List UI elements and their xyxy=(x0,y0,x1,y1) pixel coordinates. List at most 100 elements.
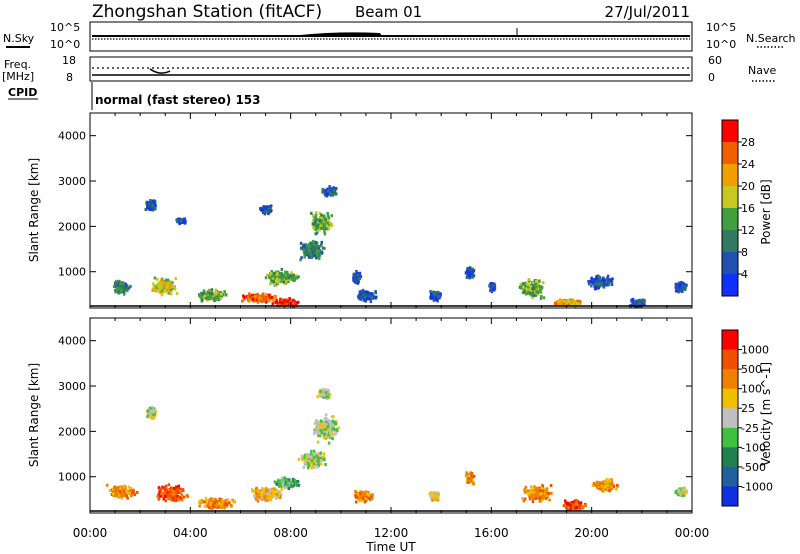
range-cell xyxy=(281,273,284,277)
range-cell xyxy=(330,188,333,192)
range-cell xyxy=(321,216,325,220)
range-cell xyxy=(322,220,325,224)
range-cell xyxy=(297,275,300,279)
range-cell xyxy=(321,187,325,191)
range-cell xyxy=(642,300,646,304)
range-cell xyxy=(321,456,324,460)
range-cell xyxy=(279,297,282,301)
range-cell xyxy=(606,280,610,284)
range-cell xyxy=(468,276,471,280)
range-cell xyxy=(534,492,537,496)
range-cell xyxy=(270,270,273,273)
range-cell xyxy=(126,490,130,494)
range-cell xyxy=(309,244,312,248)
range-cell xyxy=(175,490,178,494)
range-cell xyxy=(358,290,362,294)
range-cell xyxy=(114,490,117,494)
range-cell xyxy=(286,479,289,483)
range-cell xyxy=(676,286,679,290)
range-cell xyxy=(471,267,474,271)
colorbar-tick-label: 4 xyxy=(741,268,748,281)
range-cell xyxy=(317,420,320,424)
range-cell xyxy=(312,251,316,255)
range-cell xyxy=(159,285,162,288)
range-cell xyxy=(323,420,327,424)
range-cell xyxy=(356,277,360,281)
range-cell xyxy=(576,500,580,504)
range-cell xyxy=(286,483,289,487)
range-cell xyxy=(598,277,601,281)
range-cell xyxy=(114,284,117,288)
range-cell xyxy=(530,493,534,497)
range-cell xyxy=(284,271,287,275)
range-cell xyxy=(354,273,357,277)
range-cell xyxy=(313,220,317,223)
range-cell xyxy=(615,487,618,491)
range-cell xyxy=(472,481,475,485)
range-cell xyxy=(202,289,206,293)
range-cell xyxy=(288,297,291,300)
colorbar-tick-label: 8 xyxy=(741,246,748,259)
range-cell xyxy=(317,464,320,467)
range-cell xyxy=(127,485,131,489)
range-cell xyxy=(531,287,534,291)
range-cell xyxy=(158,494,162,498)
range-cell xyxy=(366,297,370,301)
range-cell xyxy=(285,485,289,489)
range-cell xyxy=(493,282,496,286)
range-cell xyxy=(317,220,320,224)
range-cell xyxy=(202,291,206,295)
range-cell xyxy=(428,492,431,496)
range-cell xyxy=(604,484,607,488)
range-cell xyxy=(567,502,571,506)
range-cell xyxy=(537,286,540,290)
range-cell xyxy=(529,285,533,289)
range-cell xyxy=(577,301,580,305)
range-cell xyxy=(150,416,153,420)
range-cell xyxy=(321,190,324,194)
range-cell xyxy=(179,491,183,495)
range-cell xyxy=(674,490,678,494)
range-cell xyxy=(312,449,316,453)
range-cell xyxy=(320,420,323,424)
range-cell xyxy=(598,281,601,285)
range-cell xyxy=(319,251,322,255)
range-cell xyxy=(518,285,522,289)
range-cell xyxy=(318,218,322,222)
range-cell xyxy=(677,286,681,290)
range-cell xyxy=(186,495,190,499)
range-cell xyxy=(527,283,530,287)
range-cell xyxy=(323,232,327,236)
range-cell xyxy=(198,293,201,297)
range-cell xyxy=(526,292,529,296)
range-cell xyxy=(540,285,544,289)
range-cell xyxy=(326,395,329,399)
range-cell xyxy=(278,480,281,483)
range-cell xyxy=(310,211,313,215)
y-tick-label: 4000 xyxy=(58,335,86,348)
range-cell xyxy=(214,499,217,503)
range-cell xyxy=(593,280,596,284)
range-cell xyxy=(537,279,541,283)
range-cell xyxy=(158,282,162,286)
range-cell xyxy=(132,489,135,493)
range-cell xyxy=(130,487,133,490)
range-cell xyxy=(355,495,359,499)
range-cell xyxy=(364,299,367,303)
range-cell xyxy=(181,220,185,224)
range-cell xyxy=(279,492,282,496)
range-cell xyxy=(208,297,211,301)
range-cell xyxy=(683,288,687,292)
range-cell xyxy=(572,508,575,512)
range-cell xyxy=(324,227,327,231)
range-cell xyxy=(116,493,119,497)
range-cell xyxy=(112,492,115,496)
power-colorbar-label: Power [dB] xyxy=(759,179,773,244)
range-cell xyxy=(251,297,254,301)
range-cell xyxy=(565,506,568,509)
range-cell xyxy=(160,494,163,498)
range-cell xyxy=(527,494,531,498)
range-cell xyxy=(531,285,535,289)
range-cell xyxy=(159,488,162,492)
